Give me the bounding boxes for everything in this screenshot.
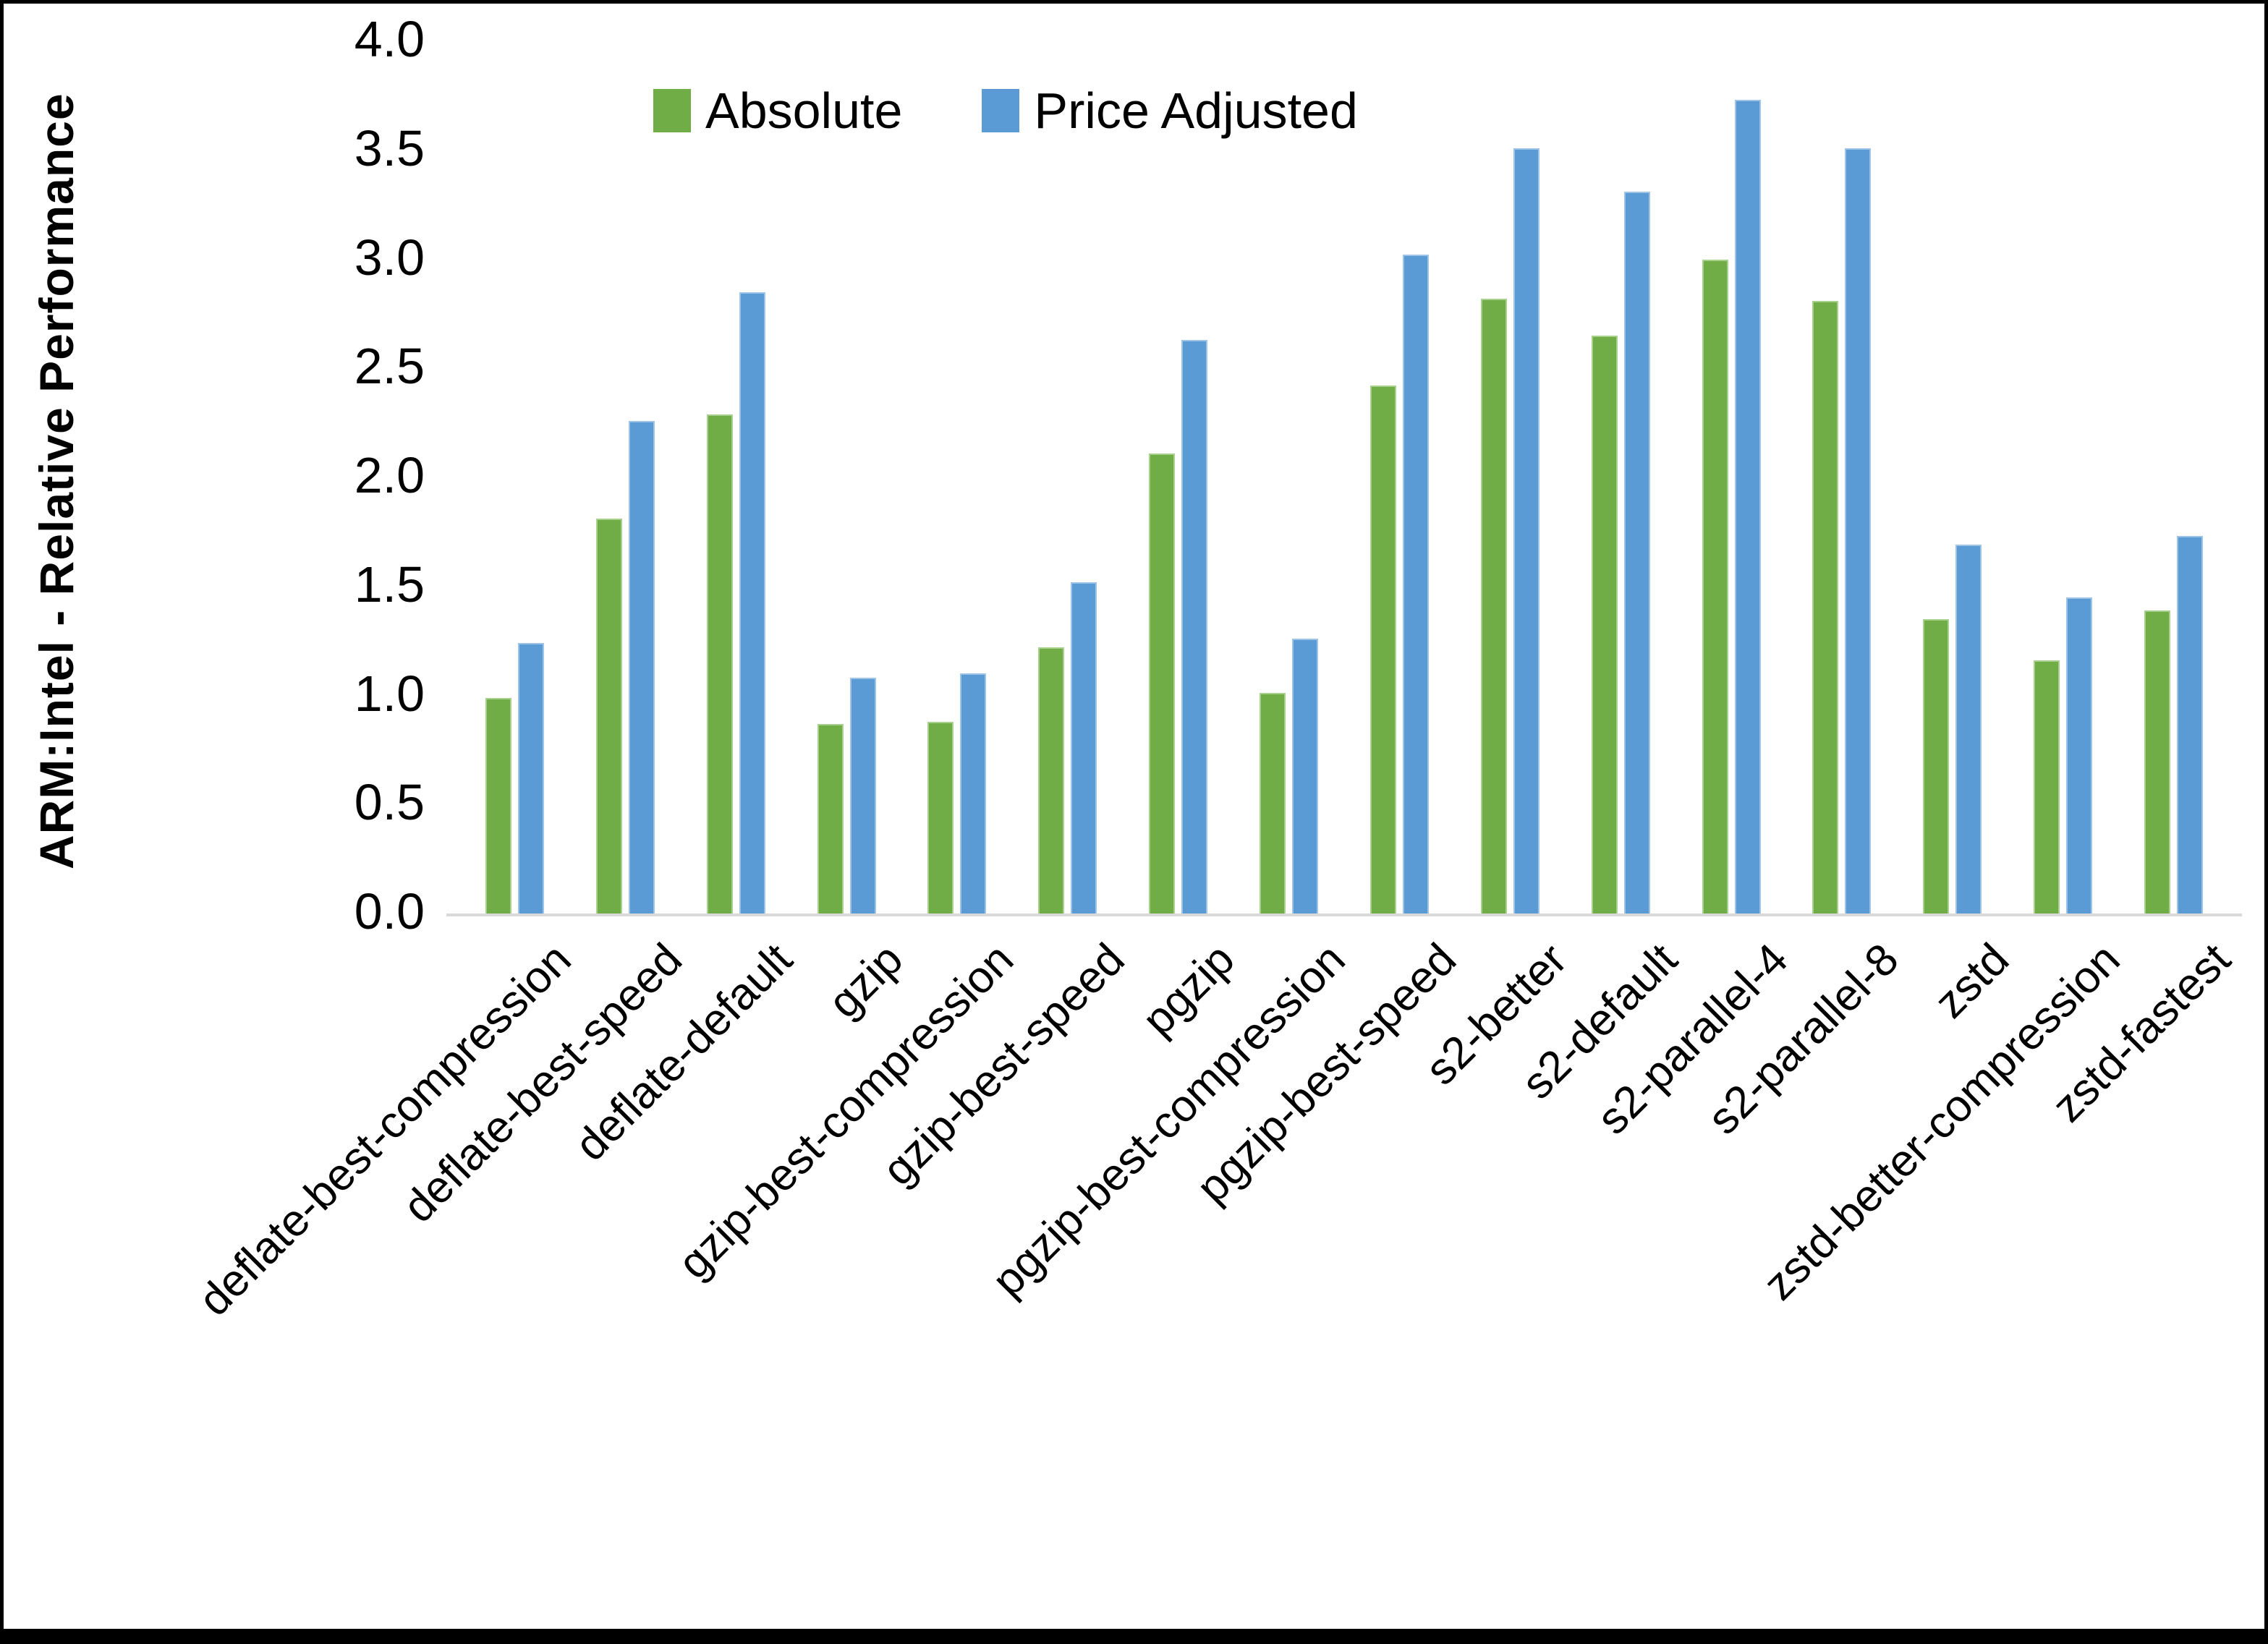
bar-price-adjusted-s2-parallel-4	[1734, 100, 1761, 913]
legend: Absolute Price Adjusted	[653, 82, 1358, 140]
bar-absolute-zstd-fastest	[2144, 610, 2171, 913]
bar-price-adjusted-pgzip-best-speed	[1402, 255, 1429, 913]
bar-price-adjusted-deflate-best-compression	[517, 643, 544, 913]
bar-absolute-deflate-best-compression	[485, 697, 511, 913]
y-tick-label-3.5: 3.5	[354, 119, 425, 176]
legend-label-price-adjusted: Price Adjusted	[1034, 82, 1358, 139]
bar-absolute-s2-parallel-8	[1812, 300, 1839, 913]
bar-absolute-deflate-best-speed	[595, 519, 622, 913]
bar-price-adjusted-zstd	[1955, 545, 1982, 913]
y-tick-label-2.0: 2.0	[354, 446, 425, 503]
y-tick-label-3.0: 3.0	[354, 229, 425, 286]
bar-price-adjusted-zstd-better-compression	[2066, 597, 2093, 913]
bar-absolute-s2-default	[1591, 336, 1618, 913]
bar-absolute-gzip	[817, 723, 844, 913]
bar-price-adjusted-gzip-best-compression	[960, 673, 987, 913]
bar-price-adjusted-gzip	[849, 678, 876, 913]
y-tick-label-1.5: 1.5	[354, 555, 425, 613]
legend-swatch-absolute	[653, 89, 691, 132]
bar-absolute-zstd	[1923, 618, 1950, 913]
bar-absolute-gzip-best-compression	[927, 721, 954, 913]
bar-price-adjusted-gzip-best-speed	[1071, 582, 1097, 913]
bar-absolute-s2-parallel-4	[1702, 259, 1728, 913]
y-tick-label-0.0: 0.0	[354, 882, 425, 940]
legend-item-price-adjusted: Price Adjusted	[982, 82, 1358, 140]
y-tick-label-1.0: 1.0	[354, 665, 425, 722]
legend-label-absolute: Absolute	[705, 82, 903, 139]
bar-price-adjusted-s2-default	[1623, 192, 1650, 913]
x-axis-line	[446, 913, 2242, 916]
x-tick-label-gzip: gzip	[819, 934, 913, 1028]
legend-item-absolute: Absolute	[653, 82, 902, 140]
y-tick-label-4.0: 4.0	[354, 10, 425, 67]
bar-price-adjusted-zstd-fastest	[2177, 536, 2204, 913]
y-tick-label-2.5: 2.5	[354, 338, 425, 395]
bar-price-adjusted-pgzip-best-compression	[1292, 639, 1319, 913]
bottom-frame-bar	[4, 1629, 2264, 1640]
x-tick-label-zstd: zstd	[1925, 934, 2019, 1028]
bar-absolute-pgzip-best-speed	[1369, 386, 1396, 913]
bar-price-adjusted-s2-parallel-8	[1845, 148, 1872, 913]
legend-swatch-price-adjusted	[982, 89, 1020, 132]
y-axis-title: ARM:Intel - Relative Performance	[30, 93, 83, 869]
y-tick-label-0.5: 0.5	[354, 774, 425, 831]
bar-price-adjusted-deflate-default	[739, 291, 765, 913]
bar-price-adjusted-deflate-best-speed	[628, 420, 655, 913]
bar-absolute-pgzip-best-compression	[1260, 693, 1286, 913]
bar-absolute-zstd-better-compression	[2034, 660, 2060, 913]
bar-price-adjusted-pgzip	[1181, 340, 1208, 913]
bar-absolute-pgzip	[1149, 453, 1176, 913]
bar-absolute-s2-better	[1480, 298, 1507, 913]
bar-price-adjusted-s2-better	[1513, 148, 1539, 913]
bar-absolute-deflate-default	[706, 414, 733, 913]
bar-absolute-gzip-best-speed	[1038, 647, 1065, 913]
